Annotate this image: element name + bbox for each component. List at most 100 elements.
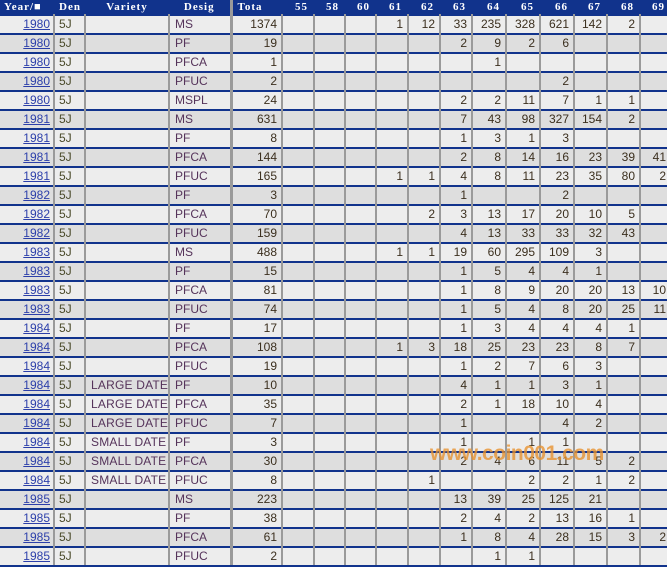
cell-g66: 109 bbox=[540, 242, 575, 262]
cell-year[interactable]: 1985 bbox=[0, 489, 55, 509]
year-link[interactable]: 1980 bbox=[23, 93, 50, 107]
cell-year[interactable]: 1982 bbox=[0, 185, 55, 205]
cell-year[interactable]: 1984 bbox=[0, 318, 55, 338]
cell-g61 bbox=[376, 223, 409, 243]
cell-g67: 4 bbox=[574, 318, 608, 338]
cell-g61 bbox=[376, 109, 409, 129]
cell-year[interactable]: 1980 bbox=[0, 33, 55, 53]
cell-g67: 35 bbox=[574, 166, 608, 186]
cell-year[interactable]: 1985 bbox=[0, 546, 55, 565]
year-link[interactable]: 1980 bbox=[23, 74, 50, 88]
cell-g65: 4 bbox=[506, 318, 541, 338]
cell-g68 bbox=[607, 375, 641, 395]
cell-g62: 1 bbox=[408, 242, 441, 262]
year-link[interactable]: 1980 bbox=[23, 55, 50, 69]
year-link[interactable]: 1984 bbox=[23, 454, 50, 468]
cell-g66: 20 bbox=[540, 280, 575, 300]
year-link[interactable]: 1981 bbox=[23, 169, 50, 183]
cell-variety bbox=[85, 128, 170, 148]
column-header-total[interactable]: Tota bbox=[229, 0, 282, 15]
cell-g58 bbox=[314, 451, 346, 471]
cell-year[interactable]: 1984 bbox=[0, 394, 55, 414]
cell-year[interactable]: 1985 bbox=[0, 527, 55, 547]
year-link[interactable]: 1984 bbox=[23, 416, 50, 430]
year-link[interactable]: 1981 bbox=[23, 131, 50, 145]
cell-g60 bbox=[345, 413, 377, 433]
cell-g58 bbox=[314, 508, 346, 528]
cell-den: 5J bbox=[54, 508, 86, 528]
year-link[interactable]: 1985 bbox=[23, 492, 50, 506]
year-link[interactable]: 1983 bbox=[23, 283, 50, 297]
year-link[interactable]: 1984 bbox=[23, 321, 50, 335]
column-header-g68[interactable]: 68 bbox=[607, 0, 640, 15]
column-header-g67[interactable]: 67 bbox=[574, 0, 607, 15]
cell-year[interactable]: 1984 bbox=[0, 337, 55, 357]
year-link[interactable]: 1982 bbox=[23, 226, 50, 240]
cell-g68 bbox=[607, 242, 641, 262]
cell-year[interactable]: 1984 bbox=[0, 356, 55, 376]
cell-year[interactable]: 1983 bbox=[0, 242, 55, 262]
column-header-variety[interactable]: Variety bbox=[85, 0, 169, 15]
year-link[interactable]: 1983 bbox=[23, 245, 50, 259]
cell-year[interactable]: 1980 bbox=[0, 71, 55, 91]
column-header-g64[interactable]: 64 bbox=[472, 0, 506, 15]
column-header-g58[interactable]: 58 bbox=[314, 0, 345, 15]
cell-year[interactable]: 1983 bbox=[0, 261, 55, 281]
cell-year[interactable]: 1981 bbox=[0, 147, 55, 167]
cell-year[interactable]: 1984 bbox=[0, 451, 55, 471]
year-link[interactable]: 1985 bbox=[23, 530, 50, 544]
column-header-year[interactable]: Year/■ bbox=[0, 0, 54, 15]
year-link[interactable]: 1983 bbox=[23, 302, 50, 316]
year-link[interactable]: 1981 bbox=[23, 112, 50, 126]
cell-year[interactable]: 1981 bbox=[0, 109, 55, 129]
year-link[interactable]: 1980 bbox=[23, 36, 50, 50]
column-header-g61[interactable]: 61 bbox=[376, 0, 408, 15]
cell-year[interactable]: 1980 bbox=[0, 90, 55, 110]
cell-den: 5J bbox=[54, 242, 86, 262]
cell-g69 bbox=[640, 185, 667, 205]
column-header-g55[interactable]: 55 bbox=[282, 0, 314, 15]
column-header-den[interactable]: Den bbox=[54, 0, 85, 15]
cell-year[interactable]: 1985 bbox=[0, 508, 55, 528]
cell-desig: PFCA bbox=[169, 337, 232, 357]
cell-g69 bbox=[640, 451, 667, 471]
column-header-g69[interactable]: 69 bbox=[640, 0, 667, 15]
year-link[interactable]: 1981 bbox=[23, 150, 50, 164]
cell-year[interactable]: 1981 bbox=[0, 128, 55, 148]
column-header-g65[interactable]: 65 bbox=[506, 0, 540, 15]
cell-year[interactable]: 1984 bbox=[0, 413, 55, 433]
year-link[interactable]: 1980 bbox=[23, 17, 50, 31]
year-link[interactable]: 1985 bbox=[23, 511, 50, 525]
column-header-g60[interactable]: 60 bbox=[345, 0, 376, 15]
year-link[interactable]: 1983 bbox=[23, 264, 50, 278]
column-header-g62[interactable]: 62 bbox=[408, 0, 440, 15]
year-link[interactable]: 1985 bbox=[23, 549, 50, 563]
cell-year[interactable]: 1980 bbox=[0, 14, 55, 34]
cell-year[interactable]: 1983 bbox=[0, 280, 55, 300]
year-link[interactable]: 1984 bbox=[23, 378, 50, 392]
column-header-desig[interactable]: Desig bbox=[169, 0, 231, 15]
cell-year[interactable]: 1982 bbox=[0, 223, 55, 243]
cell-year[interactable]: 1981 bbox=[0, 166, 55, 186]
year-link[interactable]: 1984 bbox=[23, 435, 50, 449]
cell-desig: PFUC bbox=[169, 413, 232, 433]
year-link[interactable]: 1984 bbox=[23, 473, 50, 487]
year-link[interactable]: 1982 bbox=[23, 207, 50, 221]
table-row: 1985 5J PF 38 2 4 2 13 16 1 bbox=[0, 508, 667, 528]
cell-year[interactable]: 1984 bbox=[0, 432, 55, 452]
cell-g66: 621 bbox=[540, 14, 575, 34]
cell-year[interactable]: 1980 bbox=[0, 52, 55, 72]
cell-year[interactable]: 1984 bbox=[0, 375, 55, 395]
year-link[interactable]: 1984 bbox=[23, 397, 50, 411]
cell-g60 bbox=[345, 52, 377, 72]
column-header-g66[interactable]: 66 bbox=[540, 0, 574, 15]
column-header-g63[interactable]: 63 bbox=[440, 0, 472, 15]
year-link[interactable]: 1984 bbox=[23, 340, 50, 354]
cell-year[interactable]: 1984 bbox=[0, 470, 55, 490]
year-link[interactable]: 1982 bbox=[23, 188, 50, 202]
cell-year[interactable]: 1983 bbox=[0, 299, 55, 319]
cell-year[interactable]: 1982 bbox=[0, 204, 55, 224]
cell-total: 30 bbox=[229, 451, 283, 471]
year-link[interactable]: 1984 bbox=[23, 359, 50, 373]
cell-g69 bbox=[640, 413, 667, 433]
